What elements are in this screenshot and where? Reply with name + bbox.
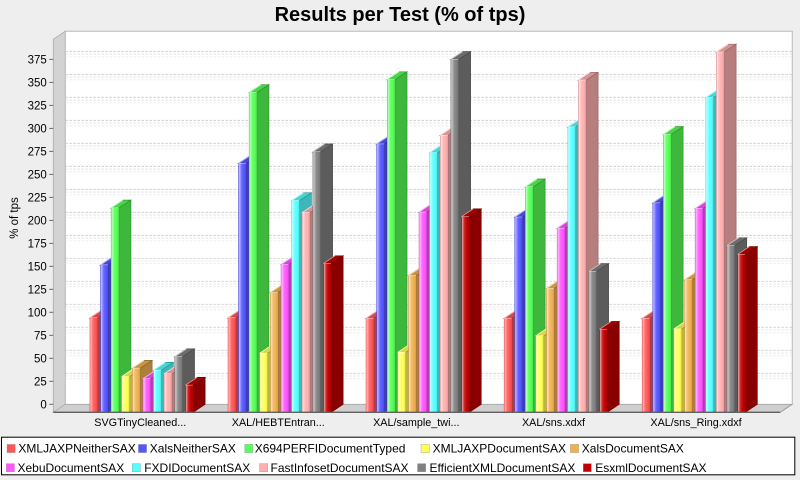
svg-text:375: 375: [28, 54, 47, 66]
svg-text:25: 25: [34, 376, 47, 388]
svg-text:175: 175: [28, 238, 47, 250]
svg-text:% of tps: % of tps: [9, 197, 21, 239]
svg-text:275: 275: [28, 146, 47, 158]
svg-text:XMLJAXPDocumentSAX: XMLJAXPDocumentSAX: [433, 442, 566, 456]
svg-text:XAL/sample_twi...: XAL/sample_twi...: [373, 417, 459, 429]
svg-text:125: 125: [28, 284, 47, 296]
svg-text:150: 150: [28, 261, 47, 273]
svg-text:XAL/sns_Ring.xdxf: XAL/sns_Ring.xdxf: [650, 417, 742, 429]
svg-text:75: 75: [34, 330, 47, 342]
svg-text:EfficientXMLDocumentSAX: EfficientXMLDocumentSAX: [430, 461, 576, 475]
svg-text:XAL/HEBTEntran...: XAL/HEBTEntran...: [232, 417, 325, 429]
svg-text:200: 200: [28, 215, 47, 227]
svg-text:XebuDocumentSAX: XebuDocumentSAX: [18, 461, 125, 475]
svg-text:XMLJAXPNeitherSAX: XMLJAXPNeitherSAX: [18, 442, 135, 456]
svg-text:250: 250: [28, 169, 47, 181]
svg-text:325: 325: [28, 100, 47, 112]
svg-text:FastInfosetDocumentSAX: FastInfosetDocumentSAX: [271, 461, 409, 475]
svg-text:SVGTinyCleaned...: SVGTinyCleaned...: [94, 417, 186, 429]
svg-text:EsxmlDocumentSAX: EsxmlDocumentSAX: [595, 461, 706, 475]
svg-text:FXDIDocumentSAX: FXDIDocumentSAX: [144, 461, 250, 475]
svg-text:X694PERFIDocumentTyped: X694PERFIDocumentTyped: [255, 442, 406, 456]
svg-text:300: 300: [28, 123, 47, 135]
svg-text:350: 350: [28, 77, 47, 89]
svg-text:50: 50: [34, 353, 47, 365]
svg-text:XalsDocumentSAX: XalsDocumentSAX: [582, 442, 684, 456]
svg-text:XalsNeitherSAX: XalsNeitherSAX: [150, 442, 236, 456]
svg-text:XAL/sns.xdxf: XAL/sns.xdxf: [522, 417, 586, 429]
svg-text:225: 225: [28, 192, 47, 204]
svg-text:100: 100: [28, 307, 47, 319]
svg-text:0: 0: [40, 399, 46, 411]
svg-text:Results per Test (% of tps): Results per Test (% of tps): [275, 4, 526, 26]
